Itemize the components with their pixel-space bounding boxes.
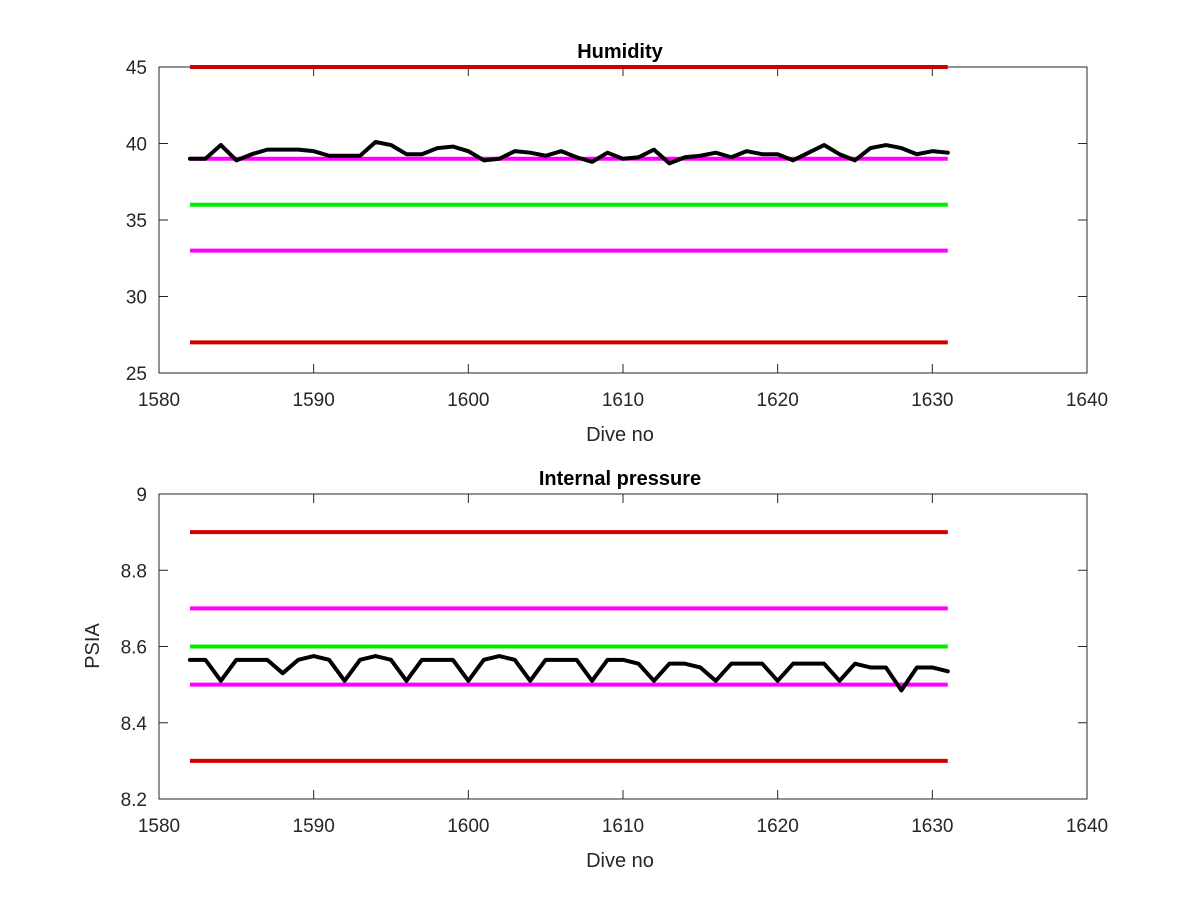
humidity-y-tick-label: 40 — [126, 135, 147, 156]
humidity-x-axis-label: Dive no — [586, 424, 654, 446]
internal-pressure-y-tick-label: 8.8 — [121, 561, 147, 582]
internal-pressure-y-tick-label: 8.6 — [121, 638, 147, 659]
humidity-y-ticks: 25 30 35 40 45 — [126, 58, 1087, 385]
internal-pressure-x-axis-label: Dive no — [586, 850, 654, 872]
internal-pressure-x-tick-label: 1580 — [138, 816, 180, 837]
humidity-x-tick-label: 1600 — [447, 390, 489, 411]
internal-pressure-x-tick-label: 1610 — [602, 816, 644, 837]
internal-pressure-y-tick-label: 8.2 — [121, 790, 147, 811]
internal-pressure-series-line-0 — [187, 654, 950, 693]
humidity-x-ticks: 1580 1590 1600 1610 1620 1630 1640 — [138, 67, 1108, 411]
internal-pressure-y-ticks: 8.2 8.4 8.6 8.8 9 — [121, 485, 1087, 811]
humidity-reference-lines — [189, 65, 948, 345]
humidity-x-tick-label: 1620 — [757, 390, 799, 411]
internal-pressure-series — [187, 654, 950, 693]
humidity-x-tick-label: 1610 — [602, 390, 644, 411]
humidity-series — [187, 139, 950, 166]
internal-pressure-x-tick-label: 1630 — [911, 816, 953, 837]
humidity-series-line-0 — [187, 139, 950, 166]
humidity-y-tick-label: 45 — [126, 58, 147, 79]
internal-pressure-x-tick-label: 1600 — [447, 816, 489, 837]
humidity-y-tick-label: 35 — [126, 211, 147, 232]
humidity-plot: Humidity Dive no 1580 1590 1600 1610 1620 163… — [126, 41, 1108, 446]
humidity-y-tick-label: 30 — [126, 288, 147, 309]
internal-pressure-y-tick-label: 9 — [136, 485, 147, 506]
internal-pressure-x-tick-label: 1620 — [757, 816, 799, 837]
internal-pressure-y-tick-label: 8.4 — [121, 714, 148, 735]
humidity-x-tick-label: 1640 — [1066, 390, 1108, 411]
humidity-plot-frame — [158, 66, 1088, 374]
internal-pressure-title: Internal pressure — [539, 468, 701, 490]
humidity-y-tick-label: 25 — [126, 364, 147, 385]
humidity-x-tick-label: 1630 — [911, 390, 953, 411]
internal-pressure-x-tick-label: 1590 — [293, 816, 335, 837]
internal-pressure-reference-lines — [189, 530, 948, 763]
humidity-x-tick-label: 1580 — [138, 390, 180, 411]
internal-pressure-y-axis-label: PSIA — [82, 623, 104, 669]
internal-pressure-x-ticks: 1580 1590 1600 1610 1620 1630 1640 — [138, 494, 1108, 837]
internal-pressure-plot: Internal pressure Dive no PSIA 1580 1590 1… — [82, 468, 1108, 872]
humidity-x-tick-label: 1590 — [293, 390, 335, 411]
internal-pressure-x-tick-label: 1640 — [1066, 816, 1108, 837]
humidity-title: Humidity — [577, 41, 663, 63]
